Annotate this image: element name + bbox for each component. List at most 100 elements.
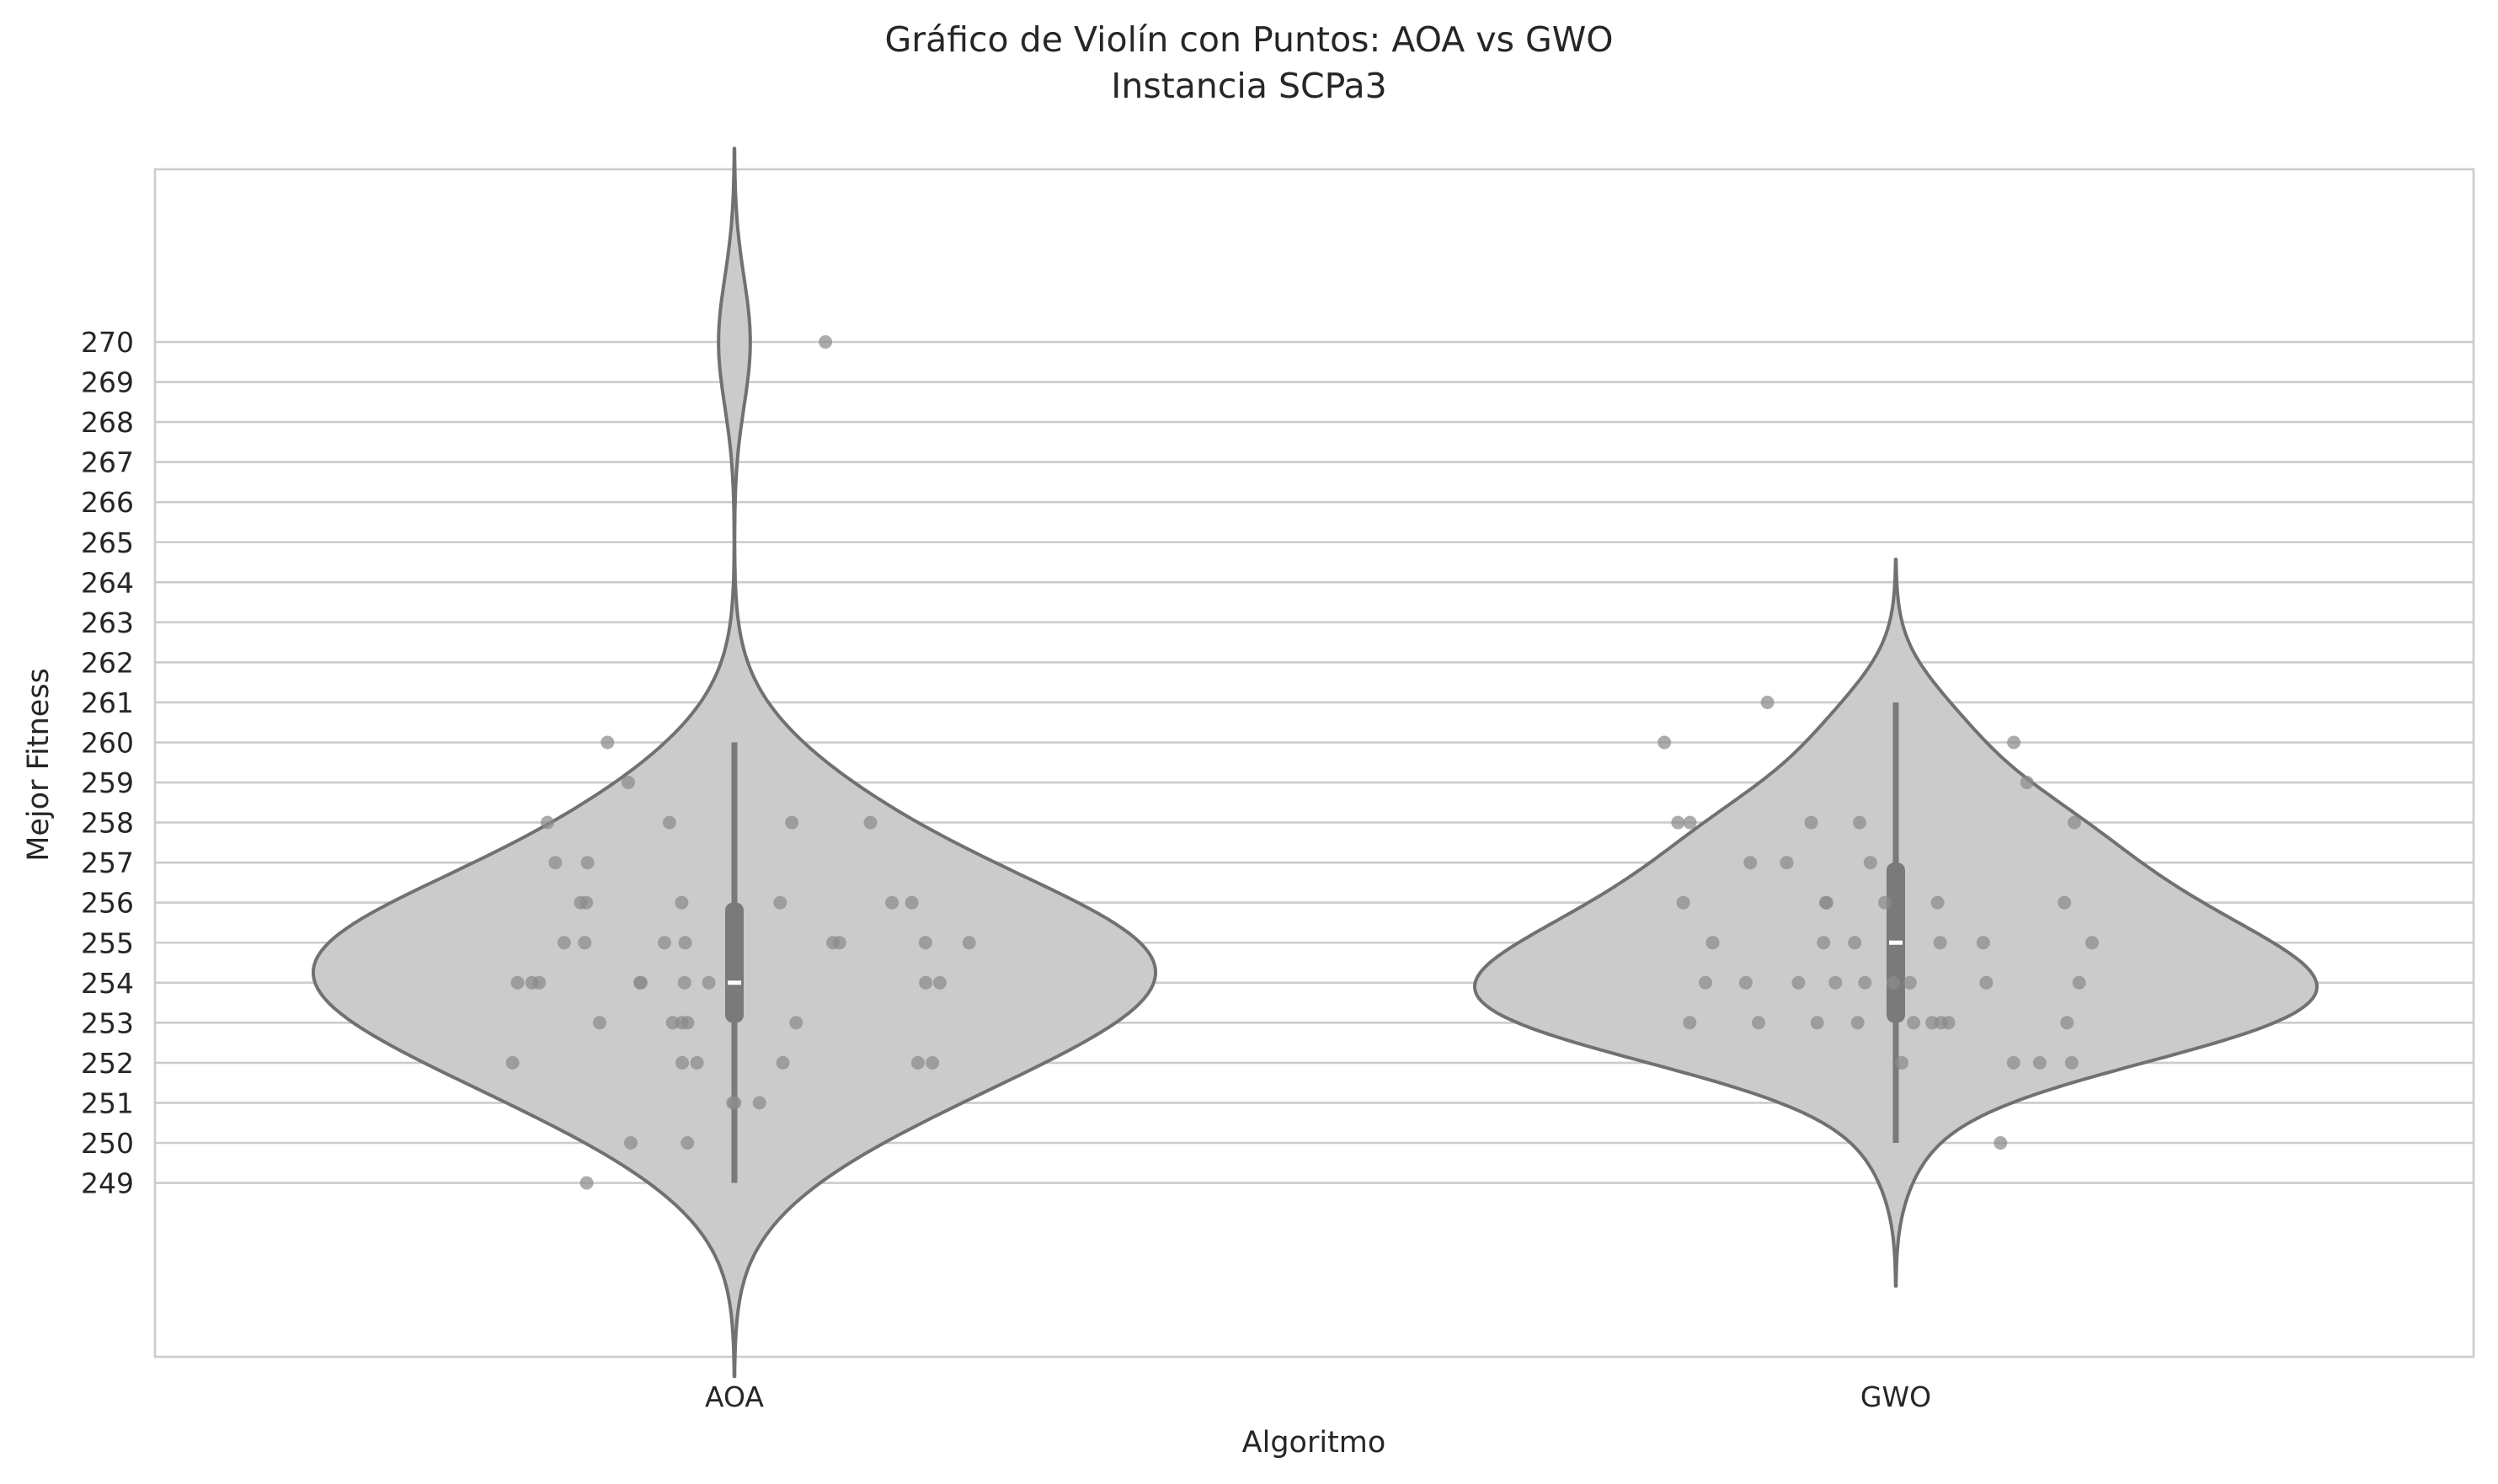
data-point — [541, 815, 554, 830]
data-point — [1850, 1016, 1865, 1030]
data-point — [702, 975, 716, 990]
data-point — [1699, 975, 1712, 990]
y-tick-label: 263 — [81, 606, 134, 639]
data-point — [510, 975, 525, 990]
data-point — [819, 335, 833, 349]
data-point — [2006, 1055, 2020, 1070]
data-point — [1819, 895, 1833, 910]
y-tick-label: 258 — [81, 807, 134, 840]
data-point — [962, 936, 976, 950]
y-tick-label: 255 — [81, 926, 134, 959]
y-tick-label: 261 — [81, 686, 134, 719]
data-point — [1657, 735, 1672, 750]
data-point — [677, 975, 691, 990]
x-tick-labels: AOA GWO — [705, 1380, 1931, 1413]
data-point — [548, 856, 563, 870]
data-point — [905, 895, 919, 910]
data-point — [926, 1055, 940, 1070]
data-point — [580, 856, 595, 870]
data-point — [557, 936, 571, 950]
data-point — [1858, 975, 1872, 990]
x-tick-label: GWO — [1860, 1380, 1931, 1413]
data-point — [579, 1176, 594, 1190]
data-point — [2020, 776, 2034, 789]
y-tick-label: 262 — [81, 646, 134, 679]
data-point — [863, 815, 878, 830]
data-point — [532, 975, 547, 990]
data-point — [2032, 1055, 2047, 1070]
y-axis-label: Mejor Fitness — [22, 668, 56, 862]
data-point — [633, 975, 647, 990]
y-tick-label: 254 — [81, 967, 134, 1000]
data-point — [675, 1055, 689, 1070]
plot-frame — [153, 168, 2475, 1359]
data-point — [776, 1055, 790, 1070]
data-point — [826, 936, 840, 950]
y-tick-label: 265 — [81, 526, 134, 559]
data-point — [662, 815, 676, 830]
data-point — [2060, 1016, 2074, 1030]
data-point — [1817, 936, 1831, 950]
data-point — [600, 735, 615, 750]
y-tick-label: 268 — [81, 406, 134, 439]
data-point — [773, 895, 787, 910]
data-point — [2007, 735, 2021, 750]
data-point — [690, 1055, 704, 1070]
data-point — [785, 815, 799, 830]
data-point — [919, 975, 933, 990]
data-point — [658, 936, 671, 950]
data-point — [1705, 936, 1720, 950]
data-point — [2064, 1055, 2079, 1070]
data-point — [622, 776, 635, 789]
data-point — [1804, 815, 1818, 830]
data-point — [1930, 895, 1945, 910]
data-point — [1752, 1016, 1765, 1030]
data-point — [2058, 895, 2072, 910]
data-point — [2085, 936, 2099, 950]
y-tick-label: 253 — [81, 1006, 134, 1039]
x-axis-label: Algoritmo — [1242, 1426, 1386, 1460]
data-point — [1828, 975, 1843, 990]
data-point — [578, 936, 592, 950]
data-point — [1848, 936, 1862, 950]
x-tick-label: AOA — [705, 1380, 764, 1413]
y-tick-label: 270 — [81, 326, 134, 359]
data-points — [505, 335, 2099, 1190]
data-point — [505, 1055, 520, 1070]
data-point — [1780, 856, 1794, 870]
y-tick-label: 250 — [81, 1127, 134, 1160]
data-point — [1683, 815, 1697, 830]
data-point — [726, 1096, 740, 1110]
y-tick-label: 264 — [81, 566, 134, 599]
data-point — [1683, 1016, 1697, 1030]
data-point — [1941, 1016, 1956, 1030]
data-point — [1994, 1136, 2008, 1150]
data-point — [1863, 856, 1877, 870]
data-point — [2067, 815, 2081, 830]
y-tick-label: 249 — [81, 1167, 134, 1200]
data-point — [1903, 975, 1917, 990]
y-tick-label: 269 — [81, 366, 134, 399]
data-point — [1853, 815, 1866, 830]
data-point — [592, 1016, 606, 1030]
data-point — [1676, 895, 1690, 910]
y-tick-label: 257 — [81, 846, 134, 879]
chart-subtitle: Instancia SCPa3 — [1111, 66, 1386, 106]
data-point — [752, 1096, 766, 1110]
data-point — [1976, 936, 1990, 950]
y-tick-label: 266 — [81, 486, 134, 519]
y-tick-label: 260 — [81, 727, 134, 760]
data-point — [2072, 975, 2086, 990]
data-point — [1791, 975, 1806, 990]
data-point — [675, 895, 689, 910]
y-tick-label: 252 — [81, 1047, 134, 1080]
data-point — [1907, 1016, 1921, 1030]
violins — [312, 147, 2319, 1379]
data-point — [1671, 815, 1685, 830]
data-point — [1933, 936, 1947, 950]
iqr-box — [725, 902, 744, 1023]
data-point — [624, 1136, 638, 1150]
data-point — [918, 936, 932, 950]
data-point — [910, 1055, 925, 1070]
y-tick-label: 259 — [81, 766, 134, 799]
